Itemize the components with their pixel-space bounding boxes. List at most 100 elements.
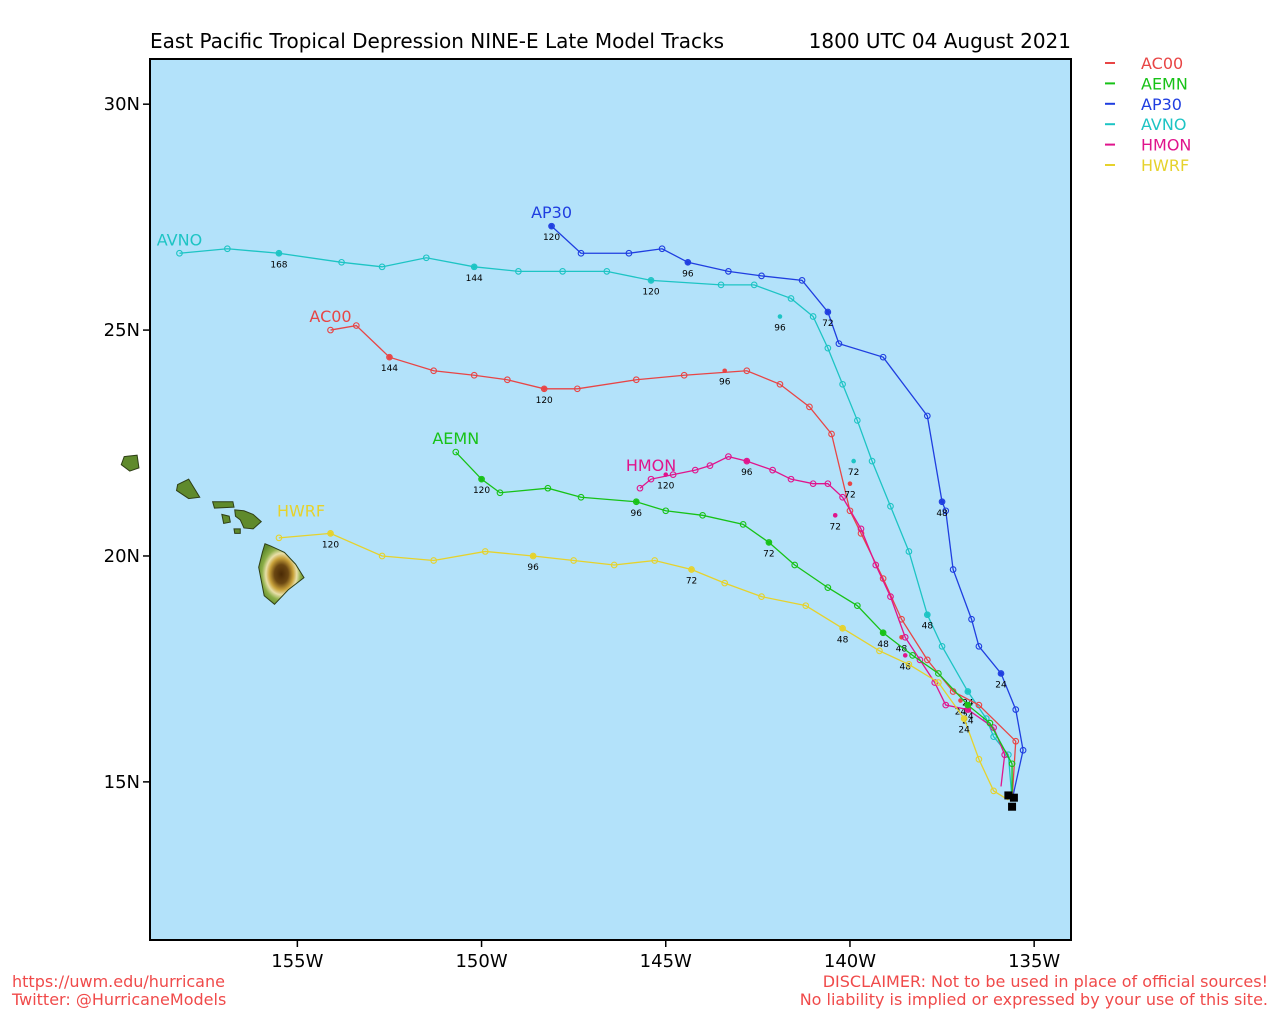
legend-entry: HWRF xyxy=(1141,156,1189,175)
track-point xyxy=(975,701,983,709)
track-point xyxy=(853,602,861,610)
track-point xyxy=(787,475,795,483)
track-point xyxy=(839,493,846,501)
track-ap30: 24 48 72 96 120 AP30 xyxy=(531,203,1027,801)
track-point xyxy=(327,326,334,334)
track-point xyxy=(938,498,946,506)
forecast-hour-label: 72 xyxy=(829,522,840,532)
track-line xyxy=(455,451,1013,800)
track-point xyxy=(824,480,832,488)
track-point xyxy=(791,561,799,569)
track-point xyxy=(905,661,913,668)
x-tick-label: 150W xyxy=(455,951,507,972)
track-point xyxy=(725,267,732,275)
track-hmon: 24 48 72 96 120 HMON xyxy=(626,453,1009,787)
forecast-hour-dot xyxy=(825,309,831,315)
track-point xyxy=(680,371,688,379)
forecast-hour-dot xyxy=(471,264,477,270)
forecast-hour-label: 24 xyxy=(962,717,974,727)
forecast-hour-dot xyxy=(961,716,967,721)
track-point xyxy=(625,249,633,257)
track-point xyxy=(743,367,751,375)
forecast-hour-label: 48 xyxy=(922,622,934,632)
forecast-hour-dot xyxy=(722,368,728,374)
track-point xyxy=(275,534,283,542)
track-point xyxy=(647,277,655,284)
plot-area: 24 48 72 96 120 AP30 24 48 72 96 120 144 168 AVNO 24 48… xyxy=(120,58,1072,941)
forecast-hour-label: 96 xyxy=(631,509,643,519)
forecast-hour-dot xyxy=(530,553,536,559)
forecast-hour-label: 48 xyxy=(837,635,849,645)
track-point xyxy=(378,552,386,560)
track-point xyxy=(706,462,714,469)
forecast-hour-label: 24 xyxy=(962,712,974,722)
track-point xyxy=(573,385,581,393)
forecast-hour-dot xyxy=(925,612,930,618)
track-point xyxy=(758,593,765,600)
track-point xyxy=(839,624,846,632)
track-point xyxy=(990,787,997,795)
forecast-hour-label: 96 xyxy=(741,468,753,478)
track-point xyxy=(997,670,1005,677)
track-point xyxy=(529,552,537,560)
track-point xyxy=(651,557,659,564)
track-point xyxy=(769,466,776,474)
forecast-hour-label: 120 xyxy=(536,396,553,406)
forecast-hour-dot xyxy=(939,499,945,505)
forecast-hour-dot xyxy=(832,513,838,518)
x-tick-label: 140W xyxy=(824,951,876,972)
maui-island xyxy=(234,509,263,530)
forecast-hour-label: 72 xyxy=(686,577,697,587)
track-point xyxy=(1012,737,1020,745)
track-point xyxy=(802,602,810,610)
track-point xyxy=(725,453,732,460)
disclaimer-line-2: No liability is implied or expressed by … xyxy=(799,990,1268,1009)
forecast-hour-label: 72 xyxy=(763,549,774,559)
track-point xyxy=(901,633,909,641)
forecast-hour-dot xyxy=(276,250,282,256)
track-point xyxy=(1008,760,1016,768)
track-point xyxy=(868,457,876,465)
forecast-hour-label: 120 xyxy=(657,482,674,492)
track-point xyxy=(699,511,706,519)
track-point xyxy=(632,376,640,384)
track-point xyxy=(909,652,916,659)
track-point xyxy=(570,557,578,564)
track-point xyxy=(872,561,880,569)
track-point xyxy=(824,344,832,352)
forecast-hour-label: 96 xyxy=(682,269,694,279)
forecast-hour-dot xyxy=(689,567,694,572)
forecast-hour-label: 24 xyxy=(995,680,1007,690)
forecast-hour-label: 48 xyxy=(899,662,911,672)
forecast-hour-label: 120 xyxy=(642,287,659,297)
track-point xyxy=(975,755,983,763)
track-point xyxy=(721,579,729,587)
x-tick-label: 155W xyxy=(271,951,323,972)
forecast-hour-dot xyxy=(965,702,971,708)
molokai-island xyxy=(211,501,235,509)
initial-position-markers xyxy=(1004,791,1018,811)
forecast-hour-dot xyxy=(880,630,886,636)
track-point xyxy=(743,457,751,465)
track-point xyxy=(964,688,972,695)
track-point xyxy=(717,281,725,289)
oahu-island xyxy=(175,478,201,500)
twitter-handle[interactable]: Twitter: @HurricaneModels xyxy=(12,990,227,1009)
initial-position-marker xyxy=(1008,802,1017,811)
track-point xyxy=(470,371,478,379)
forecast-hour-dot xyxy=(840,625,845,631)
forecast-hour-label: 144 xyxy=(466,274,483,284)
forecast-hour-label: 120 xyxy=(543,233,560,243)
track-point xyxy=(853,417,861,424)
track-label: AC00 xyxy=(309,307,351,326)
kauai-island xyxy=(120,454,140,472)
lanai-island xyxy=(221,513,231,525)
disclaimer-line-1: DISCLAIMER: Not to be used in place of o… xyxy=(822,972,1268,991)
track-point xyxy=(338,258,345,266)
track-point xyxy=(632,498,640,506)
website-link[interactable]: https://uwm.edu/hurricane xyxy=(12,972,225,991)
forecast-hour-dot xyxy=(633,499,639,505)
forecast-hour-dot xyxy=(328,531,333,536)
track-point xyxy=(787,295,795,302)
